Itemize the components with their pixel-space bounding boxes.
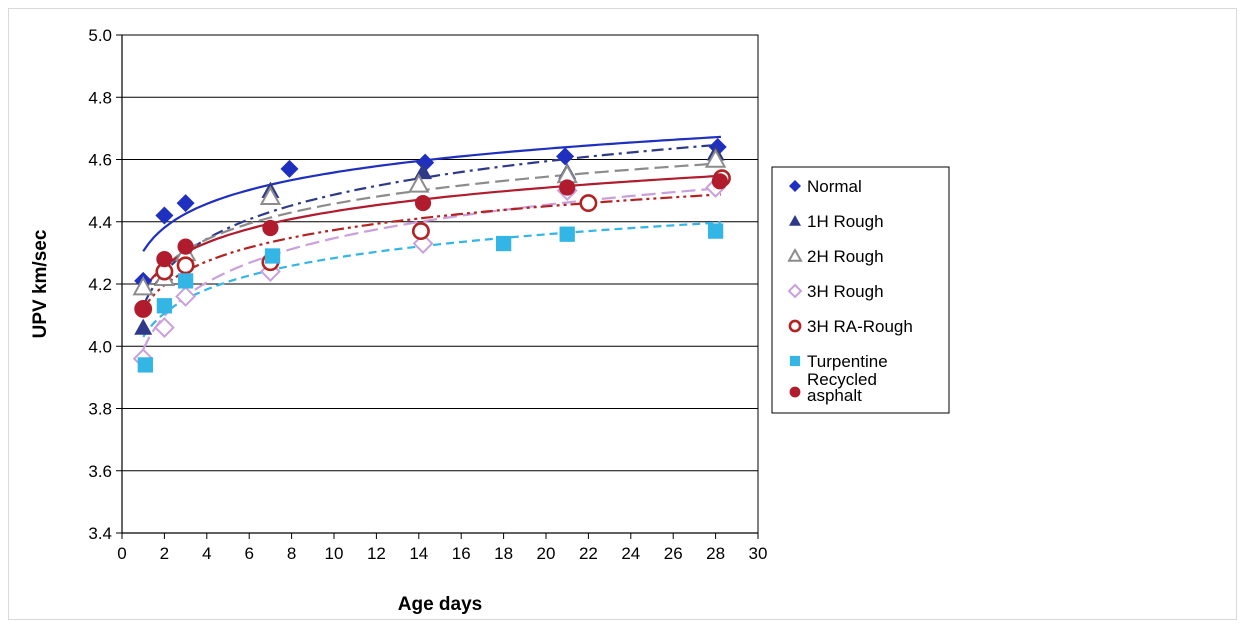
legend-marker-normal [789, 180, 801, 192]
point-recycled-asphalt [711, 173, 728, 190]
y-tick-label: 5.0 [88, 26, 112, 45]
x-tick-label: 16 [452, 544, 471, 563]
legend-marker-3h-ra-rough [788, 319, 802, 333]
x-tick-label: 4 [202, 544, 211, 563]
legend-label-1h-rough: 1H Rough [807, 212, 884, 231]
point-recycled-asphalt [177, 238, 194, 255]
x-tick-label: 30 [749, 544, 768, 563]
trendlines [142, 135, 721, 350]
point-turpentine [495, 235, 512, 252]
legend-label-3h-rough: 3H Rough [807, 282, 884, 301]
x-tick-label: 20 [537, 544, 556, 563]
point-turpentine [559, 226, 575, 242]
point-normal [416, 153, 435, 172]
y-tick-label: 4.6 [88, 151, 112, 170]
point-2h-rough [259, 185, 282, 206]
x-tick-label: 8 [287, 544, 296, 563]
point-2h-rough [704, 148, 727, 168]
point-3h-ra-rough [411, 222, 430, 241]
legend-label-2h-rough: 2H Rough [807, 247, 884, 266]
legend-label-line: asphalt [807, 386, 862, 405]
legend-marker-turpentine [789, 355, 801, 367]
x-tick-label: 2 [160, 544, 169, 563]
point-3h-ra-rough [579, 194, 598, 213]
point-2h-rough [408, 173, 430, 193]
data-points [132, 138, 731, 373]
x-tick-label: 22 [579, 544, 598, 563]
point-recycled-asphalt [559, 179, 576, 196]
point-recycled-asphalt [135, 300, 152, 317]
y-tick-label: 3.8 [88, 400, 112, 419]
x-tick-label: 12 [367, 544, 386, 563]
x-tick-label: 6 [244, 544, 253, 563]
point-recycled-asphalt [414, 194, 432, 212]
upv-chart: 3.43.63.84.04.24.44.64.85.00 2 4 6 8 10 12 14 16… [30, 26, 950, 615]
legend-marker-recycled-asphalt [789, 386, 801, 398]
legend-marker-1h-rough [789, 215, 801, 226]
point-normal [280, 159, 299, 178]
x-tick-label: 10 [325, 544, 344, 563]
point-3h-rough [175, 286, 197, 307]
trendline-recycled-asphalt [142, 174, 721, 291]
x-tick-label: 18 [494, 544, 513, 563]
axes: 3.43.63.84.04.24.44.64.85.00 2 4 6 8 10 12 14 16… [88, 26, 767, 563]
x-axis-title: Age days [398, 594, 482, 615]
point-1h-rough [134, 318, 153, 335]
point-recycled-asphalt [156, 251, 173, 268]
trendline-2h-rough [142, 162, 721, 294]
legend-label-3h-ra-rough: 3H RA-Rough [807, 317, 913, 336]
legend-marker-3h-rough [787, 283, 803, 299]
point-turpentine [264, 248, 281, 264]
legend: Normal 1H Rough 2H Rough 3H Rough 3H RA-Roug… [771, 166, 950, 414]
y-tick-label: 4.8 [88, 88, 112, 107]
x-tick-label: 26 [664, 544, 683, 563]
x-tick-label: 0 [117, 544, 126, 563]
point-3h-ra-rough [176, 256, 195, 275]
x-tick-label: 24 [621, 544, 640, 563]
trendline-3h-ra-rough [142, 193, 721, 310]
point-normal [155, 206, 174, 225]
legend-label-recycled-asphalt: Recycled asphalt [807, 370, 877, 405]
point-normal [176, 194, 195, 213]
trendline-1h-rough [142, 143, 721, 307]
trendline-normal [142, 135, 721, 252]
point-turpentine [156, 298, 173, 314]
y-tick-label: 3.4 [88, 524, 112, 543]
point-2h-rough [132, 276, 154, 296]
point-turpentine [137, 357, 153, 373]
trendline-3h-rough [142, 187, 721, 350]
y-tick-label: 4.4 [88, 213, 112, 232]
x-tick-label: 14 [409, 544, 428, 563]
legend-label-normal: Normal [807, 177, 862, 196]
point-turpentine [177, 273, 194, 289]
y-tick-label: 3.6 [88, 462, 112, 481]
legend-marker-2h-rough [787, 247, 803, 262]
x-tick-label: 28 [706, 544, 725, 563]
point-turpentine [707, 223, 724, 239]
legend-label-turpentine: Turpentine [807, 352, 888, 371]
y-axis-title: UPV km/sec [30, 229, 51, 338]
y-tick-label: 4.2 [88, 275, 112, 294]
legend-box [771, 166, 950, 414]
point-recycled-asphalt [262, 219, 279, 237]
point-3h-rough [153, 317, 175, 338]
chart-frame: 3.4 3.6 3.8 4.0 4.2 4.4 4.6 4.8 5.0 0 2 4 6 8 10 12 14 16… [8, 8, 1237, 620]
y-tick-label: 4.0 [88, 337, 112, 356]
legend-label-line: Recycled [807, 370, 877, 389]
point-normal [556, 147, 575, 166]
